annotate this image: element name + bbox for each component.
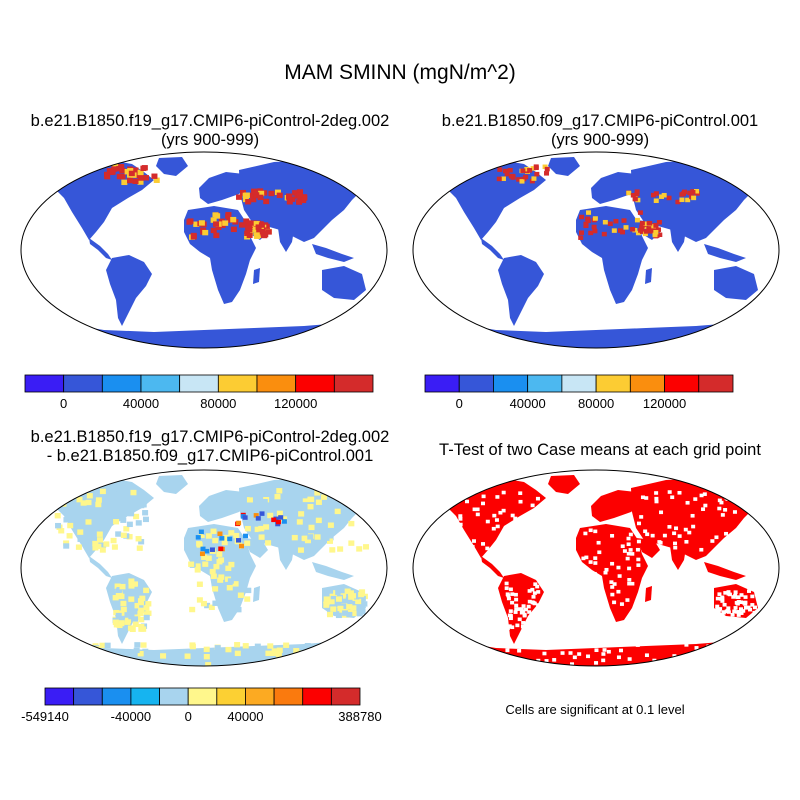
panel1-map [20,151,388,349]
panel3-map [20,469,388,667]
panel3-colorbar-swatch [130,687,160,706]
panel4-title: T-Test of two Case means at each grid po… [395,441,800,460]
panel3-colorbar-swatch [101,687,132,706]
panel2-map [412,151,780,349]
panel2-title-line1: b.e21.B1850.f09_g17.CMIP6-piControl.001 [441,112,759,130]
panel2-title-line2: (yrs 900-999) [550,131,650,149]
panel3-colorbar-swatch [187,687,218,706]
panel1-colorbar-tick-label: 0 [60,396,67,411]
panel1-title-line1: b.e21.B1850.f19_g17.CMIP6-piControl-2deg… [30,112,390,130]
panel3-title: b.e21.B1850.f19_g17.CMIP6-piControl-2deg… [0,428,420,466]
panel2-colorbar-tick-label: 80000 [578,396,614,411]
panel2-title: b.e21.B1850.f09_g17.CMIP6-piControl.001 … [390,112,800,150]
panel2-colorbar-swatch [493,374,529,393]
panel3-colorbar-swatch [159,687,189,706]
panel3-colorbar-tick-label: -549140 [21,709,69,724]
panel1-colorbar: 0 40000 80000 120000 [24,374,374,411]
panel1-colorbar-tick-label: 120000 [274,396,317,411]
panel3-colorbar-tick-label: 388780 [338,709,381,724]
panel3-colorbar-swatch [216,687,246,706]
panel1-colorbar-swatch [140,374,181,393]
panel1-title-line2: (yrs 900-999) [160,131,260,149]
panel1-colorbar-swatch [295,374,335,393]
panel4-insignificant-cells [447,488,757,666]
significance-note: Cells are significant at 0.1 level [505,702,685,717]
panel1-high-cells [104,164,308,240]
panel3-colorbar-swatch [273,687,304,706]
panel2-colorbar-swatch [424,374,460,393]
panel3-colorbar-tick-label: -40000 [111,709,151,724]
panel1-colorbar-swatch [333,374,374,393]
panel2-colorbar-swatch [629,374,665,393]
panel3-colorbar-swatch [73,687,103,706]
panel2-colorbar-swatch [595,374,631,393]
panel1-colorbar-swatch [101,374,142,393]
panel3-title-line1: b.e21.B1850.f19_g17.CMIP6-piControl-2deg… [30,428,390,446]
panel2-colorbar-swatch [527,374,563,393]
panel3-colorbar-swatch [302,687,332,706]
panel3-colorbar-swatch [44,687,75,706]
panel1-colorbar-swatch [63,374,103,393]
panel3-colorbar-tick-label: 40000 [227,709,263,724]
panel3-title-line2: - b.e21.B1850.f09_g17.CMIP6-piControl.00… [46,447,374,465]
panel2-high-cells [496,164,700,240]
panel1-colorbar-tick-label: 40000 [123,396,159,411]
panel3-colorbar-tick-label: 0 [185,709,192,724]
panel2-colorbar-swatch [698,374,734,393]
panel1-colorbar-tick-label: 80000 [200,396,236,411]
panel1-colorbar-swatch [24,374,65,393]
panel2-colorbar-tick-label: 0 [456,396,463,411]
panel3-colorbar-swatch [245,687,275,706]
panel2-colorbar: 0 40000 80000 120000 [424,374,734,411]
panel4-title-line1: T-Test of two Case means at each grid po… [439,441,761,459]
figure-title: MAM SMINN (mgN/m^2) [284,61,516,84]
panel3-colorbar: -549140 -40000 0 40000 388780 [21,687,382,724]
panel1-colorbar-swatch [217,374,258,393]
panel1-title: b.e21.B1850.f19_g17.CMIP6-piControl-2deg… [0,112,420,150]
panel2-colorbar-swatch [561,374,597,393]
panel2-colorbar-tick-label: 40000 [510,396,546,411]
panel2-colorbar-swatch [664,374,700,393]
panel1-colorbar-swatch [256,374,297,393]
panel2-colorbar-tick-label: 120000 [643,396,686,411]
panel1-colorbar-swatch [179,374,219,393]
panel4-map [412,469,780,667]
panel3-colorbar-swatch [330,687,361,706]
panel2-colorbar-swatch [458,374,494,393]
